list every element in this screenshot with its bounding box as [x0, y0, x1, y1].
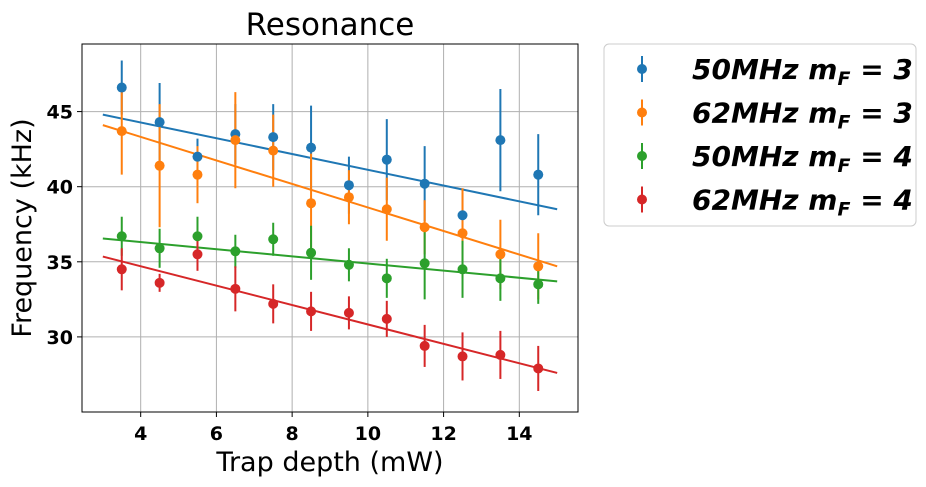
x-tick-label: 6 — [210, 423, 223, 445]
plot-frame — [81, 43, 579, 413]
grid-lines — [82, 44, 578, 412]
data-point — [495, 135, 506, 146]
data-point — [419, 222, 430, 233]
legend-label-subscript: F — [837, 155, 850, 177]
data-point — [192, 249, 203, 260]
data-point — [230, 135, 241, 146]
data-point — [457, 351, 468, 362]
data-point — [495, 349, 506, 360]
data-point — [154, 277, 165, 288]
chart-title: Resonance — [246, 7, 415, 43]
legend-label-main: 50MHz m — [692, 53, 837, 86]
x-tick-label: 12 — [430, 423, 456, 445]
data-point — [533, 363, 544, 374]
x-tick-label: 10 — [355, 423, 381, 445]
data-point — [154, 117, 165, 128]
data-point — [381, 154, 392, 165]
data-point — [381, 313, 392, 324]
data-point — [495, 273, 506, 284]
legend-label-equation: = 4 — [850, 184, 912, 217]
x-tick-label: 4 — [134, 423, 147, 445]
data-point — [533, 261, 544, 272]
data-point — [343, 307, 354, 318]
legend-marker — [637, 107, 647, 118]
data-points — [116, 82, 544, 374]
data-point — [154, 243, 165, 254]
data-point — [381, 273, 392, 284]
legend-label-main: 50MHz m — [692, 140, 837, 173]
fit-line-series-2 — [102, 124, 558, 268]
data-point — [457, 228, 468, 239]
legend-frame — [603, 43, 917, 227]
legend-label-main: 62MHz m — [692, 184, 837, 217]
x-axis-label: Trap depth (mW) — [215, 447, 443, 478]
legend-label-equation: = 3 — [850, 97, 912, 130]
data-point — [419, 340, 430, 351]
fit-line-series-3 — [102, 237, 558, 283]
legend-label: 62MHz mF = 4 — [692, 184, 913, 221]
legend-label-subscript: F — [837, 112, 850, 134]
data-point — [533, 279, 544, 290]
data-point — [533, 169, 544, 180]
y-tick-label: 45 — [47, 102, 73, 124]
data-point — [154, 160, 165, 171]
error-bars — [120, 60, 540, 391]
legend-label-main: 62MHz m — [692, 97, 837, 130]
data-point — [116, 126, 127, 137]
data-point — [192, 151, 203, 162]
legend-marker — [637, 194, 647, 205]
data-point — [495, 249, 506, 260]
legend-marker — [637, 151, 647, 161]
fit-line-series-4 — [102, 255, 558, 374]
data-point — [230, 246, 241, 257]
data-point — [419, 178, 430, 189]
data-point — [419, 258, 430, 269]
x-tick-label: 8 — [286, 423, 299, 445]
data-point — [268, 298, 279, 309]
y-tick-label: 40 — [47, 177, 73, 199]
data-point — [457, 264, 468, 275]
data-point — [306, 142, 317, 153]
legend-label: 50MHz mF = 4 — [692, 140, 913, 177]
legend-marker — [637, 64, 647, 74]
legend-label-equation: = 4 — [850, 140, 912, 173]
data-point — [343, 180, 354, 191]
legend-label-equation: = 3 — [850, 53, 912, 86]
data-point — [381, 204, 392, 215]
y-tick-label: 35 — [47, 252, 73, 274]
data-point — [343, 192, 354, 203]
data-point — [230, 283, 241, 294]
data-point — [192, 169, 203, 180]
data-point — [457, 210, 468, 221]
data-point — [268, 234, 279, 245]
legend-label: 62MHz mF = 3 — [692, 97, 913, 134]
legend-label-subscript: F — [837, 199, 850, 221]
legend-label-subscript: F — [837, 68, 850, 90]
data-point — [116, 82, 127, 93]
axis-ticks: 4 6 8 10 12 14 30 35 40 45 — [47, 102, 533, 445]
data-point — [268, 132, 279, 143]
fit-lines — [102, 113, 558, 374]
fit-line-series-1 — [102, 113, 558, 211]
data-point — [116, 264, 127, 275]
y-tick-label: 30 — [47, 327, 73, 349]
data-point — [268, 145, 279, 156]
y-axis-label: Frequency (kHz) — [7, 118, 38, 337]
legend-label: 50MHz mF = 3 — [692, 53, 913, 90]
data-point — [116, 231, 127, 242]
x-tick-label: 14 — [506, 423, 532, 445]
data-point — [192, 231, 203, 242]
data-point — [306, 306, 317, 317]
data-point — [306, 247, 317, 258]
data-point — [306, 198, 317, 209]
data-point — [343, 259, 354, 270]
